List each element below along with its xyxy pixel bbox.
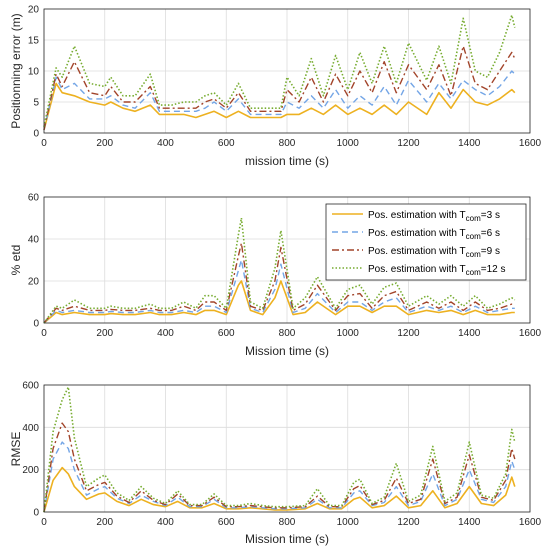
x-tick-label: 400 (157, 517, 174, 528)
x-tick-label: 400 (157, 138, 174, 149)
x-tick-label: 200 (96, 517, 113, 528)
panel-percent-etd: 0 200 400 600 800 1000 1200 1400 1600 0 20 40 60 Mi… (9, 193, 542, 359)
plot-frame (43, 196, 531, 324)
x-tick-label: 600 (218, 138, 235, 149)
x-tick-label: 1000 (337, 328, 360, 339)
x-tick-label: 400 (157, 328, 174, 339)
y-tick-label: 0 (33, 319, 39, 330)
y-tick-label: 40 (28, 235, 40, 246)
series-line (43, 386, 516, 513)
x-tick-labels: 0 200 400 600 800 1000 1200 1400 1600 (41, 517, 541, 528)
grid (43, 384, 531, 513)
x-tick-label: 1400 (458, 328, 481, 339)
series-group (43, 217, 516, 324)
x-tick-labels: 0 200 400 600 800 1000 1200 1400 1600 (41, 138, 541, 149)
y-tick-label: 10 (28, 67, 40, 78)
x-axis-label: mission time (s) (245, 154, 329, 168)
x-tick-label: 1400 (458, 517, 481, 528)
series-group (43, 14, 516, 131)
x-tick-label: 1600 (519, 138, 542, 149)
legend: Pos. estimation with Tcom=3 s Pos. estima… (325, 203, 527, 281)
series-line (43, 45, 516, 131)
x-tick-label: 800 (279, 138, 296, 149)
x-tick-label: 1200 (397, 138, 420, 149)
x-tick-label: 0 (41, 517, 47, 528)
x-tick-label: 1200 (397, 328, 420, 339)
y-axis-label: % etd (9, 245, 23, 276)
y-axis-label: RMSE (9, 432, 23, 467)
x-tick-label: 600 (218, 517, 235, 528)
series-line (43, 441, 516, 513)
series-line (43, 280, 515, 324)
x-tick-label: 0 (41, 138, 47, 149)
x-tick-label: 1600 (519, 328, 542, 339)
x-tick-label: 1000 (337, 517, 360, 528)
series-line (43, 466, 516, 513)
x-tick-label: 1000 (337, 138, 360, 149)
plot-frame (43, 8, 531, 134)
legend-label: Pos. estimation with Tcom=6 s (368, 228, 500, 241)
series-line (43, 422, 516, 513)
x-tick-label: 800 (279, 328, 296, 339)
y-tick-label: 0 (33, 129, 39, 140)
series-line (43, 70, 516, 131)
series-group (43, 386, 516, 513)
x-tick-label: 200 (96, 328, 113, 339)
y-tick-label: 200 (22, 465, 39, 476)
panel-rmse: 0 200 400 600 800 1000 1200 1400 1600 0 200 400 600… (9, 381, 542, 547)
series-line (43, 242, 515, 324)
x-axis-label: Mission time (s) (245, 532, 329, 546)
y-tick-label: 15 (28, 36, 40, 47)
legend-items: Pos. estimation with Tcom=3 s Pos. estima… (332, 210, 506, 277)
x-tick-label: 1200 (397, 517, 420, 528)
y-tick-label: 20 (28, 5, 40, 16)
y-tick-labels: 0 20 40 60 (28, 193, 40, 330)
y-tick-labels: 0 5 10 15 20 (28, 5, 40, 140)
y-tick-labels: 0 200 400 600 (22, 381, 39, 519)
panel-position-error: 0 200 400 600 800 1000 1200 1400 1600 0 5 10 15 20 m… (9, 5, 542, 169)
y-tick-label: 400 (22, 423, 39, 434)
y-tick-label: 60 (28, 193, 40, 204)
legend-box (325, 203, 527, 281)
x-tick-label: 200 (96, 138, 113, 149)
series-line (43, 82, 516, 131)
series-line (43, 14, 516, 127)
y-axis-label: Positionning error (m) (9, 13, 23, 128)
legend-label: Pos. estimation with Tcom=9 s (368, 246, 500, 259)
y-tick-label: 20 (28, 277, 40, 288)
series-line (43, 259, 515, 324)
x-tick-labels: 0 200 400 600 800 1000 1200 1400 1600 (41, 328, 541, 339)
x-tick-label: 1600 (519, 517, 542, 528)
x-tick-label: 1400 (458, 138, 481, 149)
y-tick-label: 600 (22, 381, 39, 392)
x-tick-label: 600 (218, 328, 235, 339)
legend-label: Pos. estimation with Tcom=3 s (368, 210, 500, 223)
x-tick-label: 800 (279, 517, 296, 528)
x-axis-label: Mission time (s) (245, 344, 329, 358)
x-tick-label: 0 (41, 328, 47, 339)
plot-frame (43, 384, 531, 513)
y-tick-label: 5 (33, 98, 39, 109)
y-tick-label: 0 (33, 508, 39, 519)
series-line (43, 217, 516, 324)
legend-label: Pos. estimation with Tcom=12 s (368, 264, 506, 277)
